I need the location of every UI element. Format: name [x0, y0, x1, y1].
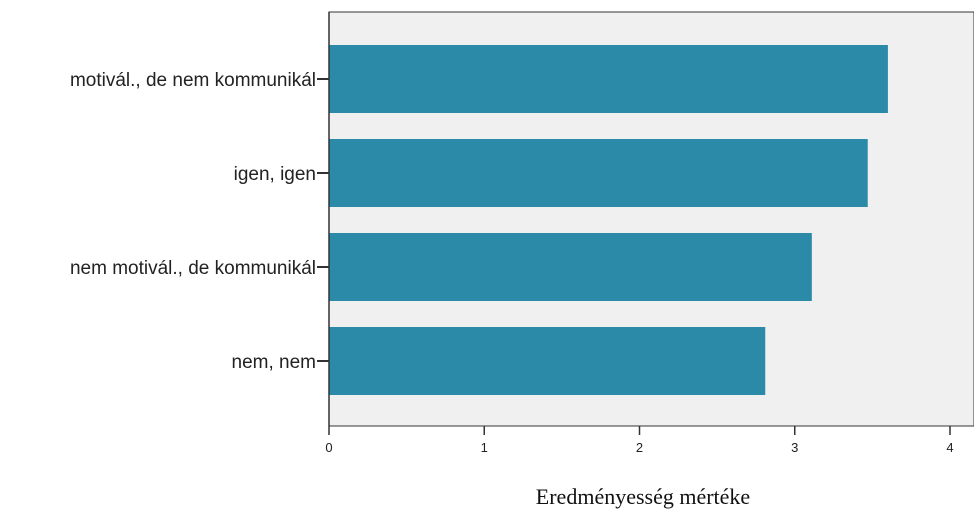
- x-axis: 0 1 2 3 4: [325, 426, 954, 455]
- x-axis-title: Eredményesség mértéke: [536, 484, 750, 509]
- y-tick-label-4: nem, nem: [232, 352, 316, 373]
- bar-2: [329, 139, 868, 207]
- bar-3: [329, 233, 812, 301]
- y-axis: motivál., de nem kommunikál igen, igen nem…: [70, 12, 330, 426]
- y-tick-label-2: igen, igen: [234, 164, 316, 185]
- x-tick-label-4: 4: [946, 440, 953, 455]
- x-tick-label-1: 1: [481, 440, 488, 455]
- x-tick-label-2: 2: [636, 440, 643, 455]
- x-tick-label-3: 3: [791, 440, 798, 455]
- x-tick-label-0: 0: [325, 440, 332, 455]
- y-tick-label-1: motivál., de nem kommunikál: [70, 70, 316, 91]
- bars-group: [329, 45, 888, 395]
- bar-4: [329, 327, 766, 395]
- bar-1: [329, 45, 888, 113]
- y-tick-label-3: nem motivál., de kommunikál: [70, 258, 316, 279]
